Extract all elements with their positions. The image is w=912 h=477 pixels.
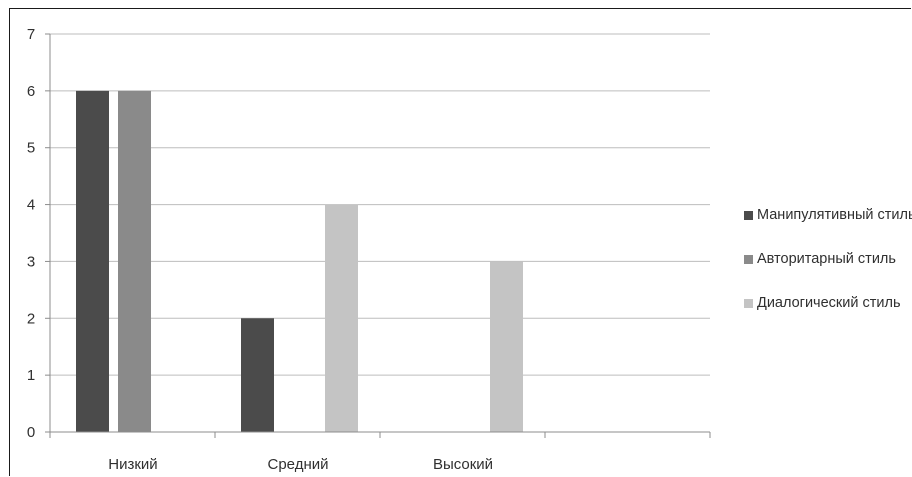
legend-item-dialogic: Диалогический стиль [744,293,912,314]
y-tick-label: 7 [27,26,35,43]
gridlines [50,33,710,376]
x-axis-ticks: Низкий Средний Высокий [49,432,711,473]
legend-label: Авторитарный стиль [757,251,896,267]
legend-item-manipulative: Манипулятивный стиль [744,205,912,226]
bars [76,90,523,432]
bar [76,90,109,432]
legend-swatch [744,211,753,220]
y-tick-label: 6 [27,83,35,100]
bar [241,318,274,432]
y-axis-ticks: 0 1 2 3 4 5 6 7 [27,26,50,441]
y-tick-label: 4 [27,197,35,214]
legend-swatch [744,299,753,308]
bar [490,261,523,432]
x-tick-label: Средний [268,456,329,473]
legend-label: Диалогический стиль [757,295,901,311]
y-tick-label: 1 [27,367,35,384]
y-tick-label: 0 [27,424,35,441]
y-tick-label: 2 [27,310,35,327]
y-tick-label: 3 [27,253,35,270]
bar [325,204,358,432]
chart-frame [9,8,911,476]
legend-label: Манипулятивный стиль [757,207,912,223]
y-tick-label: 5 [27,140,35,157]
legend-item-authoritarian: Авторитарный стиль [744,249,912,270]
x-tick-label: Низкий [108,456,157,473]
x-tick-label: Высокий [433,456,493,473]
legend: Манипулятивный стиль Авторитарный стиль … [744,205,912,337]
bar [118,90,151,432]
legend-swatch [744,255,753,264]
